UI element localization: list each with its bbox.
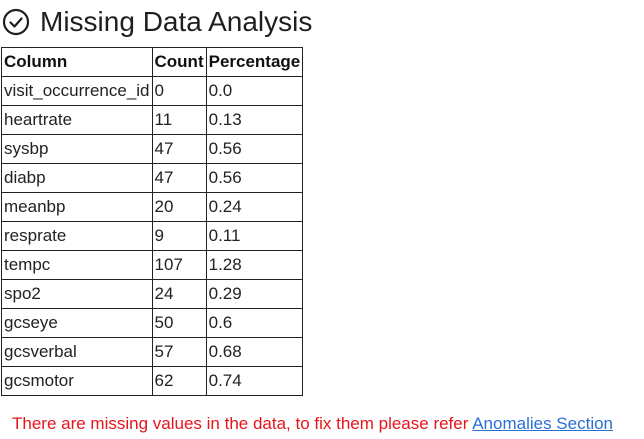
table-row: gcseye 50 0.6 — [1, 308, 304, 338]
cell-count: 24 — [151, 279, 207, 309]
table-row: visit_occurrence_id 0 0.0 — [1, 76, 304, 106]
cell-count: 9 — [151, 221, 207, 251]
notice-message: There are missing values in the data, to… — [12, 414, 469, 433]
cell-count: 107 — [151, 250, 207, 280]
cell-percentage: 0.13 — [205, 105, 304, 135]
cell-column-name: visit_occurrence_id — [1, 76, 153, 106]
table-row: spo2 24 0.29 — [1, 279, 304, 309]
cell-count: 62 — [151, 366, 207, 396]
cell-percentage: 0.6 — [205, 308, 304, 338]
cell-percentage: 0.56 — [205, 134, 304, 164]
cell-count: 57 — [151, 337, 207, 367]
table-row: sysbp 47 0.56 — [1, 134, 304, 164]
cell-count: 47 — [151, 163, 207, 193]
cell-column-name: heartrate — [1, 105, 153, 135]
page-header: Missing Data Analysis — [2, 2, 312, 42]
missing-values-notice: There are missing values in the data, to… — [12, 412, 613, 436]
cell-percentage: 0.29 — [205, 279, 304, 309]
table-body: visit_occurrence_id 0 0.0 heartrate 11 0.13 sy… — [1, 76, 304, 396]
table-row: meanbp 20 0.24 — [1, 192, 304, 222]
cell-percentage: 0.74 — [205, 366, 304, 396]
cell-column-name: meanbp — [1, 192, 153, 222]
page-title: Missing Data Analysis — [40, 6, 313, 37]
column-header-count: Count — [151, 47, 207, 77]
check-circle-icon — [2, 8, 30, 36]
cell-percentage: 0.11 — [205, 221, 304, 251]
table-row: gcsverbal 57 0.68 — [1, 337, 304, 367]
cell-column-name: gcseye — [1, 308, 153, 338]
cell-percentage: 0.24 — [205, 192, 304, 222]
cell-column-name: gcsverbal — [1, 337, 153, 367]
cell-percentage: 0.56 — [205, 163, 304, 193]
cell-column-name: sysbp — [1, 134, 153, 164]
cell-count: 50 — [151, 308, 207, 338]
cell-percentage: 0.0 — [205, 76, 304, 106]
cell-percentage: 1.28 — [205, 250, 304, 280]
cell-column-name: tempc — [1, 250, 153, 280]
table-row: tempc 107 1.28 — [1, 250, 304, 280]
table-row: diabp 47 0.56 — [1, 163, 304, 193]
cell-column-name: gcsmotor — [1, 366, 153, 396]
table-row: gcsmotor 62 0.74 — [1, 366, 304, 396]
table-row: heartrate 11 0.13 — [1, 105, 304, 135]
table-row: resprate 9 0.11 — [1, 221, 304, 251]
table-header-row: Column Count Percentage — [1, 47, 304, 77]
cell-count: 47 — [151, 134, 207, 164]
cell-count: 0 — [151, 76, 207, 106]
cell-column-name: spo2 — [1, 279, 153, 309]
column-header-column: Column — [1, 47, 153, 77]
column-header-percentage: Percentage — [205, 47, 304, 77]
missing-data-table: Column Count Percentage visit_occurrence… — [1, 47, 304, 396]
cell-column-name: diabp — [1, 163, 153, 193]
cell-percentage: 0.68 — [205, 337, 304, 367]
anomalies-section-link[interactable]: Anomalies Section — [472, 414, 614, 433]
cell-count: 20 — [151, 192, 207, 222]
cell-count: 11 — [151, 105, 207, 135]
cell-column-name: resprate — [1, 221, 153, 251]
